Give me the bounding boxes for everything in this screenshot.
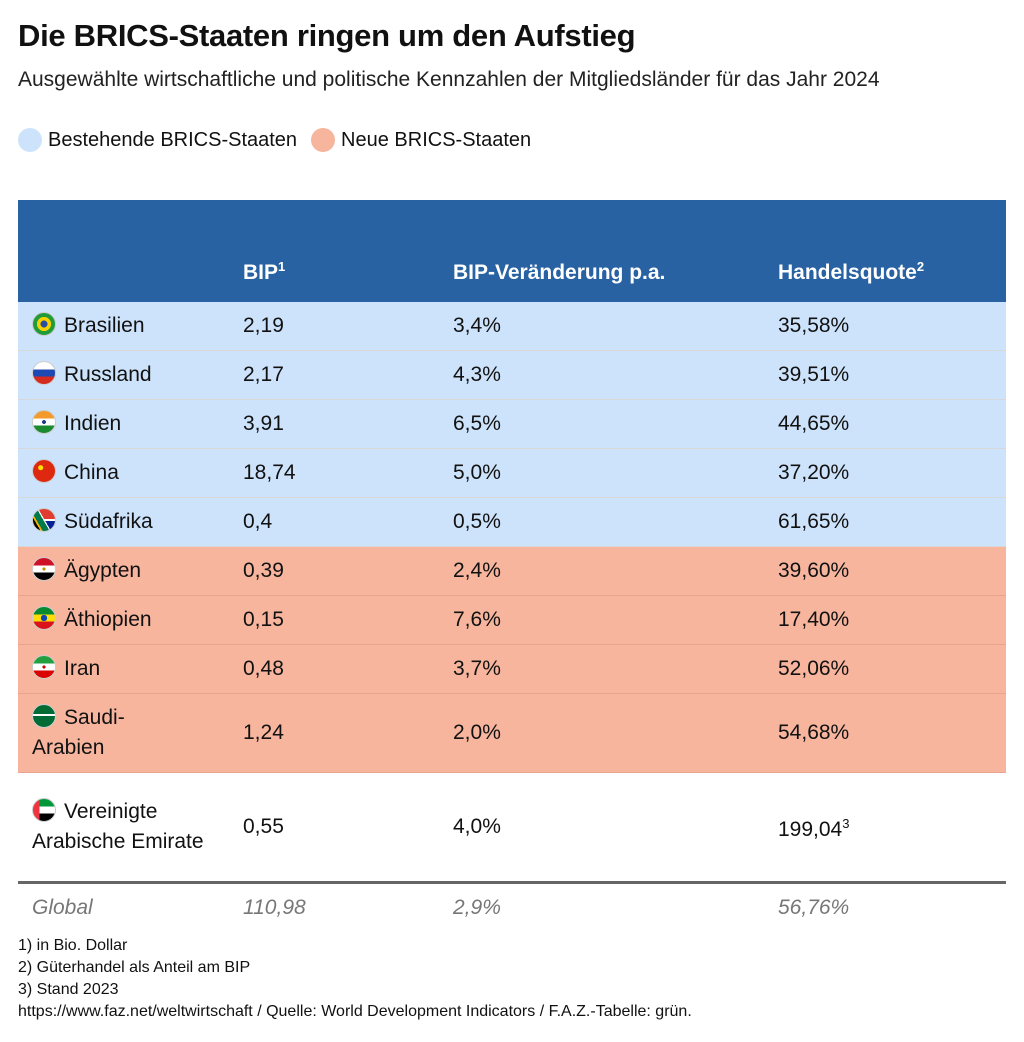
legend-item-existing: Bestehende BRICS-Staaten (18, 128, 297, 152)
legend-item-new: Neue BRICS-Staaten (311, 128, 531, 152)
table-row: Iran 0,48 3,7% 52,06% (18, 644, 1006, 694)
country-name: Südafrika (64, 510, 153, 533)
country-name: Vereinigte Arabische Emirate (32, 800, 204, 853)
trade-cell: 199,043 (778, 772, 1006, 884)
country-name: Russland (64, 363, 152, 386)
global-change: 2,9% (453, 896, 501, 919)
flag-icon (32, 508, 56, 532)
global-bip: 110,98 (243, 896, 306, 919)
trade-cell: 44,65% (778, 399, 1006, 449)
country-cell: Brasilien (18, 302, 243, 351)
flag-icon (32, 361, 56, 385)
country-name: Saudi- Arabien (32, 706, 125, 759)
subtitle: Ausgewählte wirtschaftliche und politisc… (18, 68, 880, 91)
brics-table: BIP1 BIP-Veränderung p.a. Handelsquote2 … (18, 200, 1006, 932)
country-cell: Indien (18, 399, 243, 449)
bip-cell: 2,17 (243, 350, 453, 400)
flag-icon (32, 312, 56, 336)
country-cell: Äthiopien (18, 595, 243, 645)
table-row: Äthiopien 0,15 7,6% 17,40% (18, 595, 1006, 645)
table-row: Russland 2,17 4,3% 39,51% (18, 350, 1006, 400)
change-cell: 0,5% (453, 497, 778, 547)
country-cell: Südafrika (18, 497, 243, 547)
country-cell: Ägypten (18, 546, 243, 596)
page-title: Die BRICS-Staaten ringen um den Aufstieg (18, 18, 636, 53)
table-row: Indien 3,91 6,5% 44,65% (18, 399, 1006, 449)
bip-cell: 0,15 (243, 595, 453, 645)
footnotes: 1) in Bio. Dollar 2) Güterhandel als Ant… (18, 935, 692, 1023)
bip-cell: 0,55 (243, 772, 453, 884)
bip-cell: 0,48 (243, 644, 453, 694)
trade-cell: 35,58% (778, 302, 1006, 351)
change-cell: 2,0% (453, 693, 778, 773)
country-cell: Saudi- Arabien (18, 693, 243, 773)
trade-cell: 39,60% (778, 546, 1006, 596)
table-row: Vereinigte Arabische Emirate 0,55 4,0% 1… (18, 772, 1006, 884)
legend-swatch (18, 128, 42, 152)
bip-cell: 0,39 (243, 546, 453, 596)
table-row: Ägypten 0,39 2,4% 39,60% (18, 546, 1006, 596)
trade-cell: 54,68% (778, 693, 1006, 773)
table-row: Südafrika 0,4 0,5% 61,65% (18, 497, 1006, 547)
bip-cell: 18,74 (243, 448, 453, 498)
flag-icon (32, 798, 56, 822)
change-cell: 3,7% (453, 644, 778, 694)
flag-icon (32, 655, 56, 679)
global-row: Global 110,98 2,9% 56,76% (18, 883, 1006, 933)
header-bip: BIP1 (243, 200, 453, 302)
country-name: Brasilien (64, 314, 145, 337)
flag-icon (32, 557, 56, 581)
country-cell: Russland (18, 350, 243, 400)
legend-label: Bestehende BRICS-Staaten (48, 128, 298, 151)
change-cell: 7,6% (453, 595, 778, 645)
trade-cell: 39,51% (778, 350, 1006, 400)
table-row: Brasilien 2,19 3,4% 35,58% (18, 302, 1006, 351)
trade-cell: 61,65% (778, 497, 1006, 547)
global-trade: 56,76% (778, 896, 850, 919)
country-name: Iran (64, 657, 101, 680)
header-country (18, 200, 243, 302)
change-cell: 4,0% (453, 772, 778, 884)
table-row: Saudi- Arabien 1,24 2,0% 54,68% (18, 693, 1006, 773)
source-line: https://www.faz.net/weltwirtschaft / Que… (18, 1003, 692, 1020)
country-cell: Vereinigte Arabische Emirate (18, 772, 243, 884)
flag-icon (32, 704, 56, 728)
header-trade: Handelsquote2 (778, 200, 1006, 302)
country-name: Ägypten (64, 559, 142, 582)
change-cell: 5,0% (453, 448, 778, 498)
country-name: Äthiopien (64, 608, 152, 631)
change-cell: 3,4% (453, 302, 778, 351)
footnote: 3) Stand 2023 (18, 981, 119, 998)
trade-cell: 52,06% (778, 644, 1006, 694)
footnote: 1) in Bio. Dollar (18, 937, 128, 954)
trade-cell: 37,20% (778, 448, 1006, 498)
country-cell: China (18, 448, 243, 498)
change-cell: 2,4% (453, 546, 778, 596)
legend-label: Neue BRICS-Staaten (341, 128, 532, 151)
flag-icon (32, 410, 56, 434)
bip-cell: 1,24 (243, 693, 453, 773)
legend-swatch (311, 128, 336, 152)
global-label: Global (32, 896, 93, 919)
table-row: China 18,74 5,0% 37,20% (18, 448, 1006, 498)
header-change: BIP-Veränderung p.a. (453, 200, 778, 302)
flag-icon (32, 606, 56, 630)
flag-icon (32, 459, 56, 483)
table-header: BIP1 BIP-Veränderung p.a. Handelsquote2 (18, 200, 1006, 302)
trade-cell: 17,40% (778, 595, 1006, 645)
change-cell: 4,3% (453, 350, 778, 400)
bip-cell: 0,4 (243, 497, 453, 547)
change-cell: 6,5% (453, 399, 778, 449)
country-cell: Iran (18, 644, 243, 694)
bip-cell: 2,19 (243, 302, 453, 351)
country-name: China (64, 461, 119, 484)
footnote: 2) Güterhandel als Anteil am BIP (18, 959, 251, 976)
legend: Bestehende BRICS-Staaten Neue BRICS-Staa… (18, 128, 531, 152)
bip-cell: 3,91 (243, 399, 453, 449)
country-name: Indien (64, 412, 122, 435)
